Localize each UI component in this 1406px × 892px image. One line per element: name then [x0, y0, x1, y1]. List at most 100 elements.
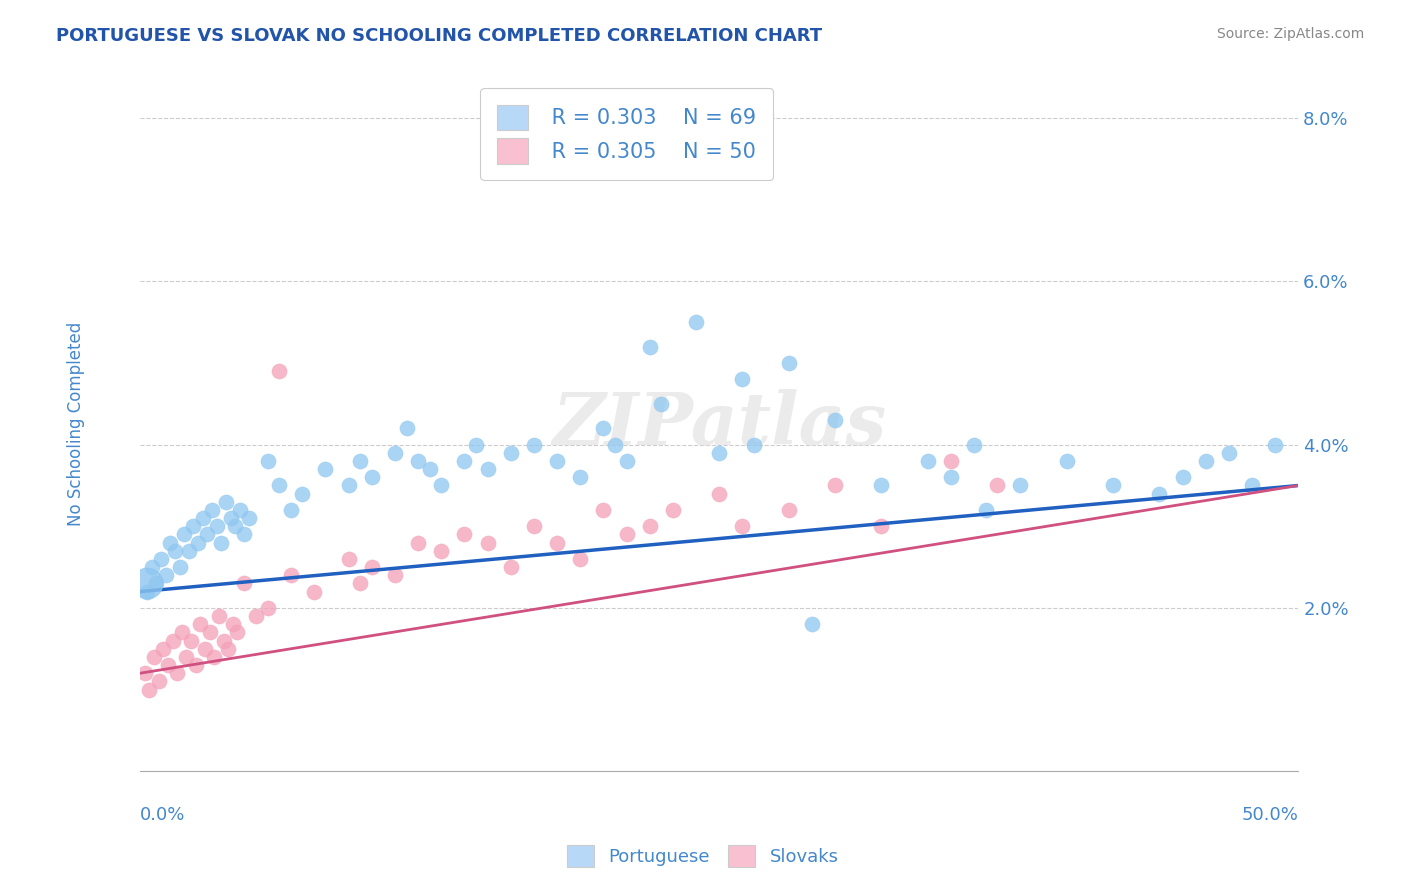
Point	[523, 519, 546, 533]
Point	[337, 478, 360, 492]
Point	[209, 535, 232, 549]
Point	[499, 446, 522, 460]
Point	[280, 503, 302, 517]
Point	[217, 641, 239, 656]
Point	[229, 503, 252, 517]
Point	[477, 535, 499, 549]
Legend:  R = 0.303    N = 69,  R = 0.305    N = 50: R = 0.303 N = 69, R = 0.305 N = 50	[481, 87, 773, 180]
Point	[187, 535, 209, 549]
Point	[180, 633, 202, 648]
Point	[162, 633, 184, 648]
Point	[419, 462, 441, 476]
Point	[191, 511, 214, 525]
Point	[778, 356, 800, 370]
Point	[616, 527, 638, 541]
Point	[280, 568, 302, 582]
Text: 50.0%: 50.0%	[1241, 805, 1298, 824]
Point	[190, 617, 212, 632]
Point	[291, 486, 314, 500]
Point	[662, 503, 685, 517]
Point	[430, 543, 453, 558]
Point	[1264, 438, 1286, 452]
Point	[384, 446, 406, 460]
Point	[141, 560, 163, 574]
Point	[824, 478, 846, 492]
Point	[159, 535, 181, 549]
Point	[134, 666, 156, 681]
Point	[238, 511, 260, 525]
Point	[176, 649, 198, 664]
Point	[156, 658, 179, 673]
Point	[169, 560, 191, 574]
Point	[870, 478, 893, 492]
Point	[201, 503, 224, 517]
Point	[166, 666, 188, 681]
Point	[974, 503, 997, 517]
Point	[731, 519, 754, 533]
Point	[302, 584, 325, 599]
Point	[269, 364, 291, 378]
Point	[145, 576, 167, 591]
Text: ZIPatlas: ZIPatlas	[553, 389, 886, 459]
Point	[709, 446, 731, 460]
Text: No Schooling Completed: No Schooling Completed	[67, 322, 86, 526]
Point	[546, 535, 568, 549]
Point	[219, 511, 242, 525]
Point	[742, 438, 765, 452]
Point	[360, 470, 382, 484]
Point	[824, 413, 846, 427]
Point	[406, 535, 429, 549]
Point	[233, 576, 256, 591]
Point	[384, 568, 406, 582]
Point	[349, 454, 371, 468]
Point	[477, 462, 499, 476]
Point	[256, 454, 278, 468]
Point	[592, 503, 614, 517]
Point	[685, 315, 707, 329]
Point	[963, 438, 986, 452]
Point	[1102, 478, 1125, 492]
Point	[453, 527, 475, 541]
Point	[148, 674, 170, 689]
Point	[183, 519, 205, 533]
Point	[1149, 486, 1171, 500]
Point	[1218, 446, 1240, 460]
Point	[233, 527, 256, 541]
Point	[150, 552, 173, 566]
Point	[215, 495, 238, 509]
Point	[917, 454, 939, 468]
Point	[1171, 470, 1194, 484]
Point	[523, 438, 546, 452]
Point	[870, 519, 893, 533]
Point	[198, 625, 221, 640]
Point	[709, 486, 731, 500]
Point	[650, 397, 672, 411]
Point	[136, 584, 159, 599]
Point	[1010, 478, 1032, 492]
Point	[616, 454, 638, 468]
Point	[569, 470, 592, 484]
Point	[986, 478, 1008, 492]
Point	[638, 340, 661, 354]
Point	[212, 633, 235, 648]
Point	[430, 478, 453, 492]
Point	[395, 421, 418, 435]
Point	[453, 454, 475, 468]
Text: 0.0%: 0.0%	[141, 805, 186, 824]
Point	[778, 503, 800, 517]
Point	[245, 609, 267, 624]
Legend: Portuguese, Slovaks: Portuguese, Slovaks	[560, 838, 846, 874]
Point	[800, 617, 823, 632]
Point	[184, 658, 207, 673]
Point	[1195, 454, 1218, 468]
Point	[170, 625, 193, 640]
Point	[226, 625, 249, 640]
Point	[360, 560, 382, 574]
Point	[569, 552, 592, 566]
Point	[731, 372, 754, 386]
Point	[194, 641, 217, 656]
Point	[202, 649, 225, 664]
Point	[499, 560, 522, 574]
Point	[143, 649, 166, 664]
Point	[208, 609, 231, 624]
